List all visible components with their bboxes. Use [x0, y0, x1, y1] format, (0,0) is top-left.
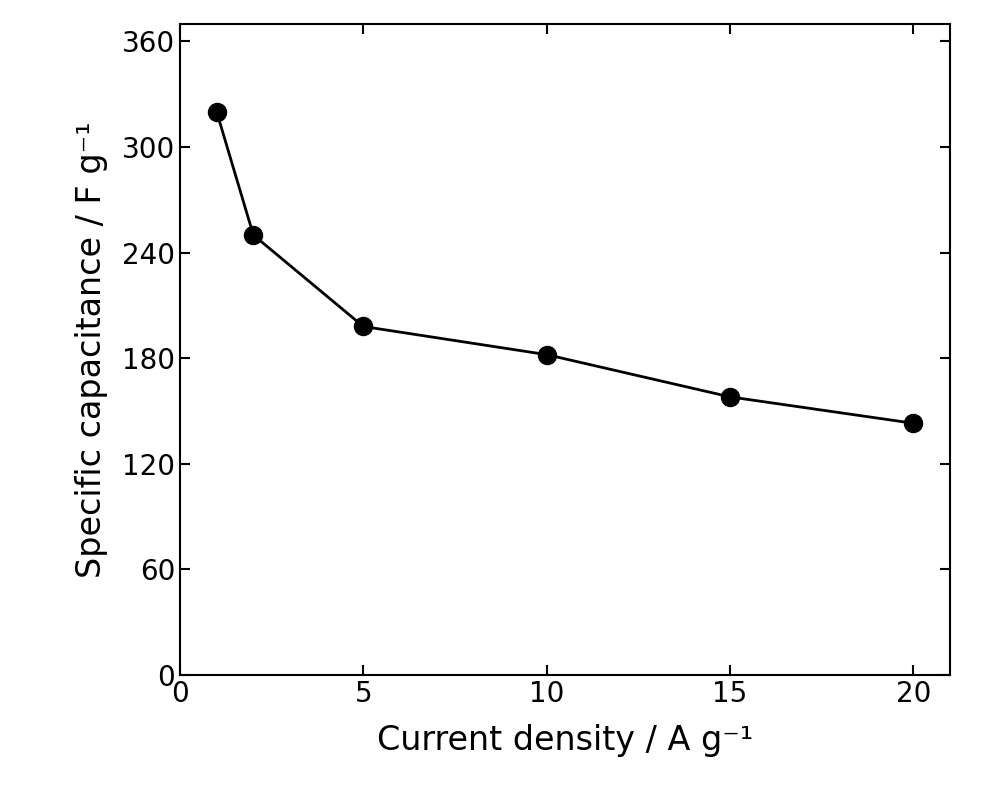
X-axis label: Current density / A g⁻¹: Current density / A g⁻¹ [377, 724, 753, 757]
Y-axis label: Specific capacitance / F g⁻¹: Specific capacitance / F g⁻¹ [75, 121, 108, 578]
